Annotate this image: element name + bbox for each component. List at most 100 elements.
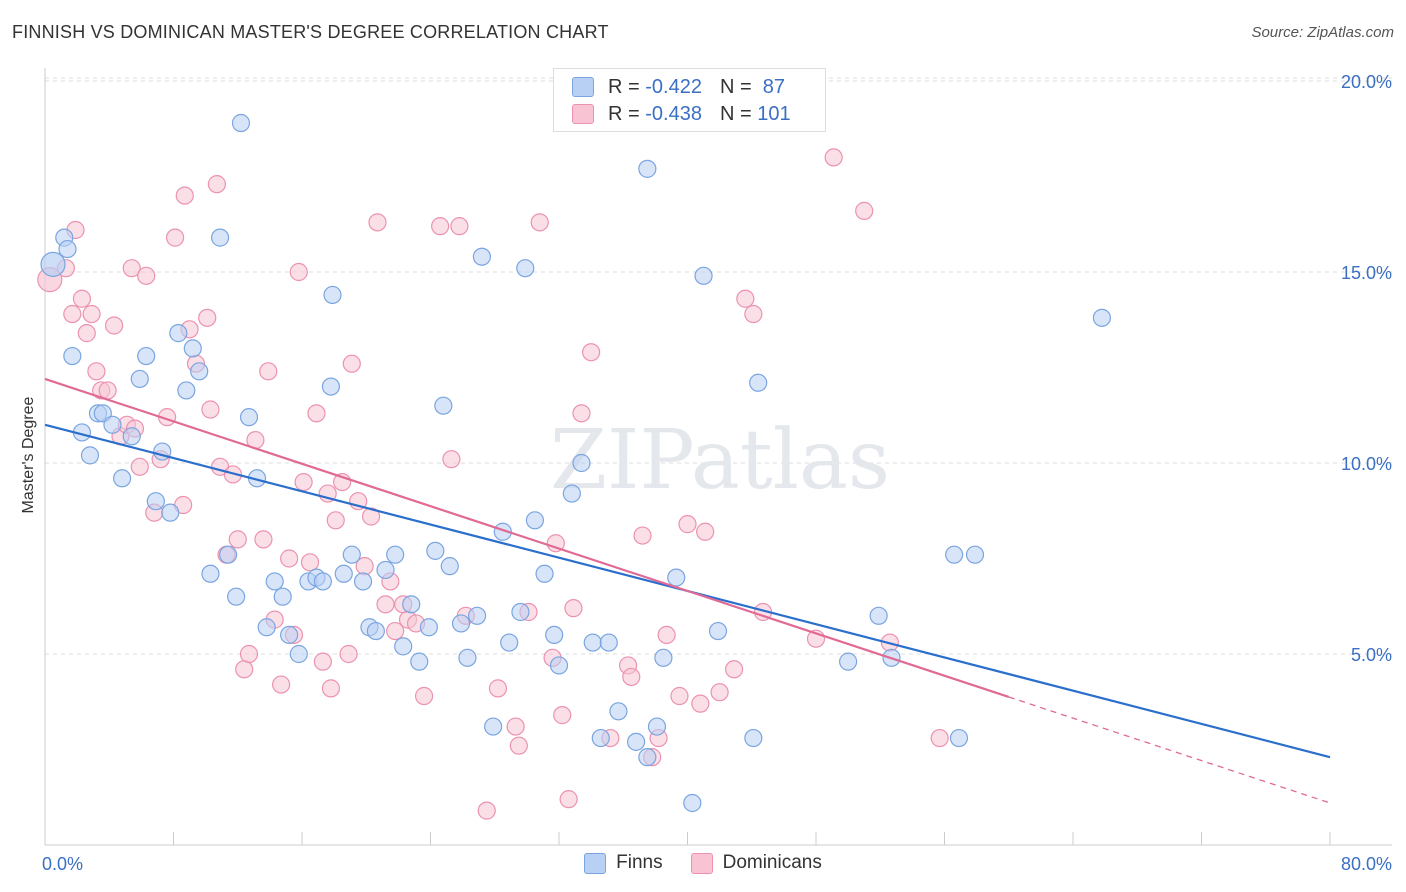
finns-point (609, 702, 628, 721)
dominicans-point (235, 660, 254, 679)
finns-point (562, 484, 581, 503)
r-value: -0.438 (645, 102, 702, 125)
dominicans-point (506, 717, 525, 736)
x-tick-label: 80.0% (1341, 854, 1392, 874)
finns-point (342, 545, 361, 564)
series-legend: Finns Dominicans (0, 852, 1406, 874)
dominicans-point (201, 400, 220, 419)
tick-labels: 5.0% 10.0% 15.0% 20.0% 0.0% 80.0% (42, 72, 1392, 874)
dominicans-point (442, 450, 461, 469)
dominicans-point (530, 213, 549, 232)
finns-point (516, 259, 535, 278)
y-tick-label: 10.0% (1341, 454, 1392, 474)
finns-point (273, 587, 292, 606)
dominicans-point (313, 652, 332, 671)
watermark: ZIPatlas (550, 413, 890, 508)
dominicans-point (294, 473, 313, 492)
legend-item-dominicans[interactable]: Dominicans (690, 852, 822, 874)
finns-point (945, 545, 964, 564)
dominicans-point (239, 644, 259, 664)
r-value: -0.422 (645, 75, 702, 98)
finns-point (572, 453, 591, 473)
dominicans-point (431, 217, 450, 236)
dominicans-point (87, 362, 106, 381)
finns-point (130, 369, 149, 389)
dominicans-point (228, 530, 247, 549)
finns-point (467, 606, 487, 625)
finns-point (749, 373, 768, 392)
finns-point (402, 595, 421, 614)
finns-point (869, 606, 888, 625)
finns-point (376, 560, 395, 580)
finns-point (161, 503, 180, 522)
finns-point (545, 625, 564, 645)
dominicans-point (376, 595, 395, 614)
r-label: R = (608, 102, 646, 125)
dominicans-point (104, 316, 124, 335)
trend-lines (44, 377, 1331, 804)
finns-point (231, 113, 251, 133)
finns-point (183, 339, 202, 358)
finns-point (122, 427, 141, 446)
finns-point (289, 644, 308, 664)
dominicans-point (259, 362, 278, 381)
finns-point (334, 564, 353, 583)
finns-point (472, 247, 491, 266)
dominicans-point (710, 683, 729, 702)
finns-point (638, 748, 657, 767)
dominicans-point (488, 679, 508, 698)
dominicans-point (82, 304, 101, 324)
finns-point (744, 728, 763, 748)
finns-point (583, 633, 602, 652)
dominicans-point (450, 217, 469, 236)
dominicans-point (691, 694, 710, 713)
finns-point (177, 381, 196, 400)
finns-point (410, 652, 429, 671)
dominicans-point (572, 404, 591, 423)
finns-points (40, 113, 1112, 813)
finns-point (386, 545, 405, 564)
finns-point (103, 415, 122, 434)
dominicans-point (633, 526, 652, 545)
finns-swatch (572, 77, 594, 97)
dominicans-swatch (572, 104, 594, 124)
finns-point (949, 728, 969, 748)
finns-point (451, 614, 471, 633)
y-tick-label: 15.0% (1341, 263, 1392, 283)
dominicans-point (477, 801, 496, 820)
finns-point (353, 572, 373, 591)
dominicans-point (254, 530, 273, 549)
finns-point (638, 159, 657, 178)
finns-point (58, 239, 77, 259)
finns-point (265, 572, 284, 591)
dominicans-point (63, 304, 82, 324)
dominicans-point (326, 511, 345, 530)
finns-point (146, 492, 165, 511)
finns-legend-swatch (584, 852, 607, 874)
dominicans-point (824, 148, 843, 167)
finns-point (511, 602, 530, 622)
finns-point (599, 633, 618, 652)
dominicans-point (386, 621, 405, 641)
finns-point (239, 408, 259, 427)
finns-point (426, 541, 445, 560)
finns-point (591, 728, 610, 748)
dominicans-point (77, 324, 96, 343)
finns-point (1092, 308, 1112, 327)
dominicans-point (724, 660, 744, 679)
finns-point (647, 717, 667, 736)
finns-point (40, 251, 66, 277)
legend-row-dominicans: R = -0.438 N = 101 (572, 100, 791, 128)
finns-point (321, 377, 341, 396)
finns-point (694, 266, 713, 285)
legend-item-finns[interactable]: Finns (584, 852, 663, 874)
dominicans-point (272, 675, 291, 694)
finns-point (525, 511, 545, 530)
finns-point (323, 285, 342, 305)
dominicans-point (361, 507, 381, 526)
finns-point (112, 469, 132, 488)
finns-point (227, 587, 246, 606)
dominicans-point (137, 266, 156, 285)
finns-point (626, 732, 646, 751)
